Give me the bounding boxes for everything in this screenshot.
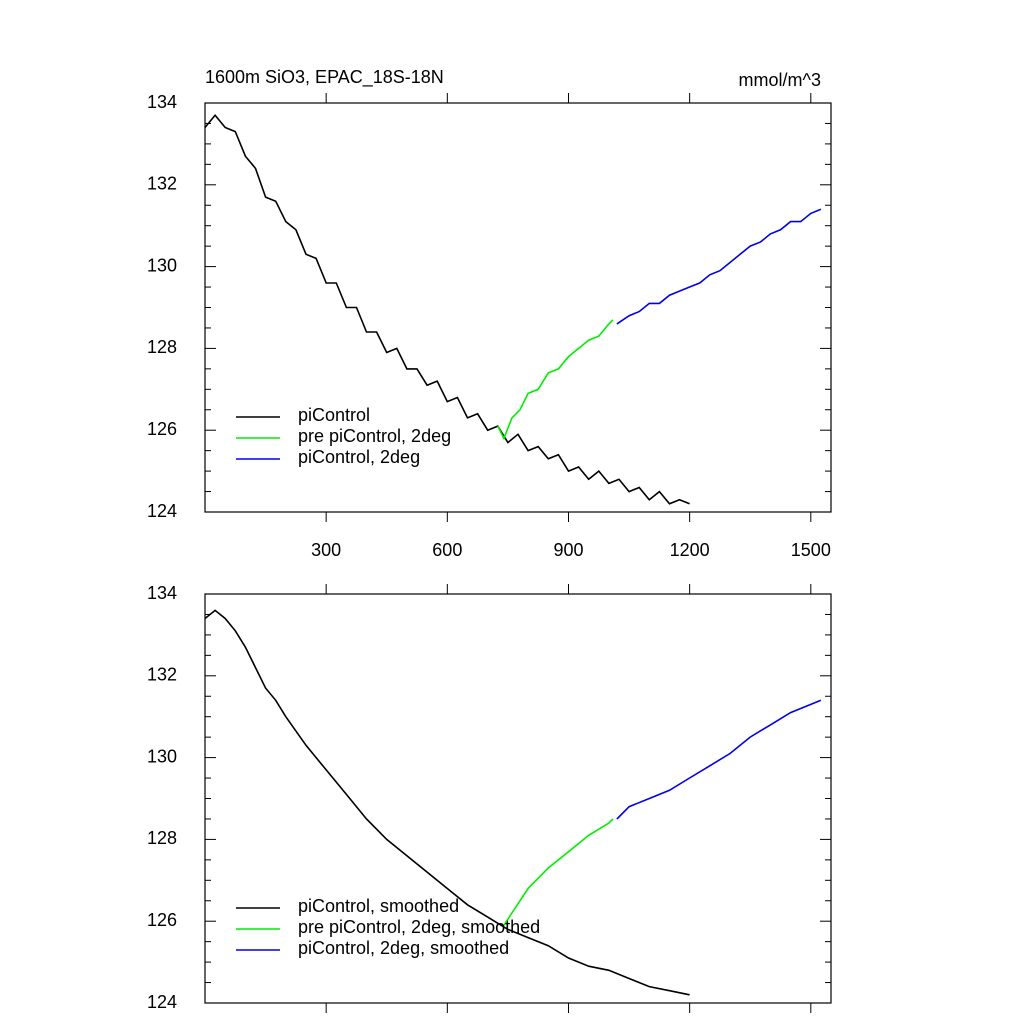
y-tick-label: 134 <box>147 583 177 603</box>
y-tick-label: 130 <box>147 746 177 766</box>
data-line <box>204 609 690 996</box>
x-tick-label: 1200 <box>670 540 710 560</box>
y-tick-label: 126 <box>147 419 177 439</box>
x-tick-label: 600 <box>432 540 462 560</box>
y-tick-label: 128 <box>147 337 177 357</box>
data-line <box>497 319 614 441</box>
y-tick-label: 128 <box>147 828 177 848</box>
chart-title: 1600m SiO3, EPAC_18S-18N <box>205 67 444 88</box>
y-tick-label: 132 <box>147 174 177 194</box>
legend-label: piControl, smoothed <box>298 896 459 916</box>
y-tick-label: 130 <box>147 255 177 275</box>
legend-label: piControl, 2deg, smoothed <box>298 938 509 958</box>
y-tick-label: 124 <box>147 992 177 1012</box>
y-tick-label: 126 <box>147 910 177 930</box>
y-tick-label: 124 <box>147 501 177 521</box>
units-label: mmol/m^3 <box>739 70 821 90</box>
legend-label: piControl, 2deg <box>298 447 420 467</box>
x-tick-label: 1500 <box>791 540 831 560</box>
x-tick-label: 300 <box>311 540 341 560</box>
data-line <box>616 699 822 820</box>
data-line <box>204 114 690 505</box>
legend-label: piControl <box>298 405 370 425</box>
data-line <box>503 818 614 926</box>
legend-label: pre piControl, 2deg, smoothed <box>298 917 540 937</box>
y-tick-label: 134 <box>147 92 177 112</box>
y-tick-label: 132 <box>147 665 177 685</box>
data-line <box>616 208 822 325</box>
x-tick-label: 900 <box>553 540 583 560</box>
legend-label: pre piControl, 2deg <box>298 426 451 446</box>
